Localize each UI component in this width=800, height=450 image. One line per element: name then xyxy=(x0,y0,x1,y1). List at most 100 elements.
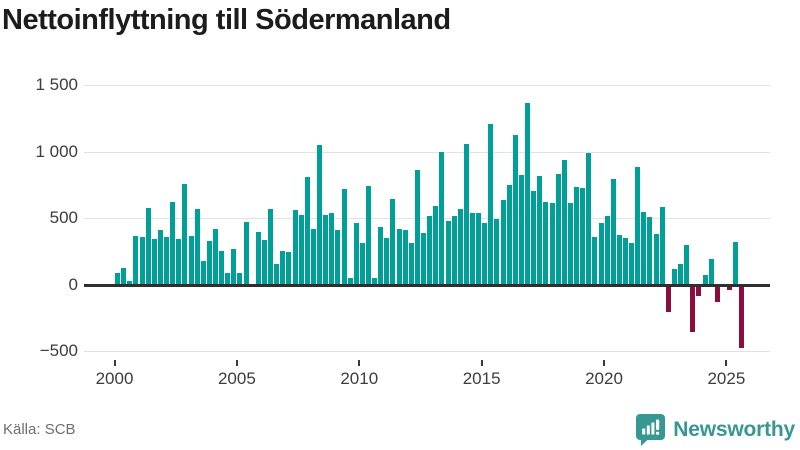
bar-2020-q2 xyxy=(610,178,616,285)
bar-2018-q3 xyxy=(567,202,573,285)
x-axis-tick-2020 xyxy=(603,360,606,366)
bar-2013-q2 xyxy=(439,152,445,285)
x-axis-label-2010: 2010 xyxy=(340,369,379,388)
bar-2004-q1 xyxy=(213,229,218,285)
bar-2016-q4 xyxy=(525,103,531,285)
x-axis-label-2025: 2025 xyxy=(707,369,746,388)
bar-2000-q1 xyxy=(115,273,121,285)
gridline--500 xyxy=(84,351,770,352)
bar-2012-q1 xyxy=(408,243,414,285)
bar-2003-q4 xyxy=(206,240,212,285)
bar-2001-q2 xyxy=(145,207,151,285)
bar-2009-q1 xyxy=(335,229,341,285)
bar-2019-q3 xyxy=(592,236,598,285)
chart-plot-area: 2000 2005 2010 2015 2020 2025 xyxy=(84,85,770,388)
bar-2011-q2 xyxy=(390,198,396,285)
bar-2014-q2 xyxy=(463,144,469,285)
bar-2024-q1 xyxy=(702,275,708,285)
bar-2015-q1 xyxy=(482,223,488,285)
bar-2015-q2 xyxy=(488,124,494,285)
bar-2016-q2 xyxy=(512,134,518,285)
bar-2010-q1 xyxy=(359,243,365,285)
newsworthy-wordmark: Newsworthy xyxy=(673,418,795,441)
x-axis-label-2005: 2005 xyxy=(217,369,256,388)
bar-2009-q2 xyxy=(341,188,347,285)
bar-2002-q4 xyxy=(182,183,188,285)
y-axis-label--500: −500 xyxy=(39,341,78,360)
bar-2025-q3 xyxy=(739,284,745,349)
bar-2017-q3 xyxy=(543,201,549,285)
bar-2019-q1 xyxy=(580,188,586,285)
bar-2006-q1 xyxy=(261,240,267,285)
x-axis-tick-2025 xyxy=(725,360,728,366)
bar-2022-q1 xyxy=(653,234,659,285)
bar-2003-q1 xyxy=(188,235,194,285)
bar-2020-q3 xyxy=(616,235,622,285)
bar-2015-q3 xyxy=(494,218,500,285)
bar-2001-q3 xyxy=(151,239,157,285)
bar-2024-q2 xyxy=(708,259,714,285)
bar-2019-q4 xyxy=(598,223,604,285)
bar-2023-q2 xyxy=(684,245,690,285)
y-axis-label-1500: 1 500 xyxy=(35,75,78,94)
bar-2005-q1 xyxy=(237,273,243,285)
bar-2021-q2 xyxy=(635,166,641,285)
gridline-500 xyxy=(84,218,770,219)
bar-2021-q1 xyxy=(629,243,635,285)
bar-2006-q2 xyxy=(268,209,274,285)
bar-2013-q1 xyxy=(433,206,439,285)
bar-2023-q4 xyxy=(696,284,702,297)
bar-2020-q1 xyxy=(604,216,610,285)
x-axis-tick-2010 xyxy=(358,360,361,366)
y-axis-label-500: 500 xyxy=(49,208,78,227)
bar-2004-q3 xyxy=(225,273,231,285)
bar-2016-q1 xyxy=(506,184,512,285)
bar-2005-q4 xyxy=(255,231,261,285)
bar-2008-q2 xyxy=(317,145,323,285)
bar-2013-q4 xyxy=(451,216,457,285)
bar-2008-q1 xyxy=(310,229,316,285)
gridline-1500 xyxy=(84,85,770,86)
gridline-1000 xyxy=(84,151,770,153)
bar-2010-q3 xyxy=(372,277,378,285)
bar-2010-q2 xyxy=(365,185,371,285)
bar-2005-q2 xyxy=(243,222,249,285)
bar-2011-q3 xyxy=(396,229,402,285)
bar-2006-q4 xyxy=(280,251,286,285)
bar-2008-q4 xyxy=(329,212,335,285)
bar-2002-q3 xyxy=(176,238,182,285)
bar-2018-q1 xyxy=(555,174,561,285)
bar-2002-q1 xyxy=(164,237,170,285)
y-axis-label-0: 0 xyxy=(68,274,78,294)
bar-2016-q3 xyxy=(518,174,524,285)
x-axis-label-2000: 2000 xyxy=(95,369,134,388)
bar-2018-q4 xyxy=(574,187,580,285)
bar-2019-q2 xyxy=(586,152,592,285)
bar-2008-q3 xyxy=(323,214,329,285)
bar-2020-q4 xyxy=(622,238,628,285)
zero-axis-line xyxy=(84,283,770,287)
bar-2001-q4 xyxy=(157,229,163,285)
bar-2013-q3 xyxy=(445,220,451,285)
bar-2012-q3 xyxy=(421,233,427,285)
bar-2002-q2 xyxy=(170,202,176,285)
y-axis-label-1000: 1 000 xyxy=(35,141,78,161)
bar-2017-q1 xyxy=(531,190,537,285)
chart-title: Nettoinflyttning till Södermanland xyxy=(2,4,451,36)
bar-2009-q3 xyxy=(347,277,353,285)
bar-2004-q4 xyxy=(231,249,237,285)
x-axis-label-2020: 2020 xyxy=(585,369,623,388)
newsworthy-logo-icon xyxy=(636,414,666,446)
bar-2022-q4 xyxy=(671,269,677,285)
bar-2024-q3 xyxy=(714,284,720,302)
bar-2022-q2 xyxy=(659,207,665,285)
bar-2000-q4 xyxy=(133,235,139,285)
source-note: Källa: SCB xyxy=(3,421,76,438)
bar-2010-q4 xyxy=(378,227,384,285)
bar-2012-q2 xyxy=(414,169,420,285)
bar-2006-q3 xyxy=(274,263,280,285)
bar-2011-q4 xyxy=(402,229,408,285)
bar-2000-q3 xyxy=(127,281,133,285)
x-axis-tick-2005 xyxy=(235,360,238,366)
